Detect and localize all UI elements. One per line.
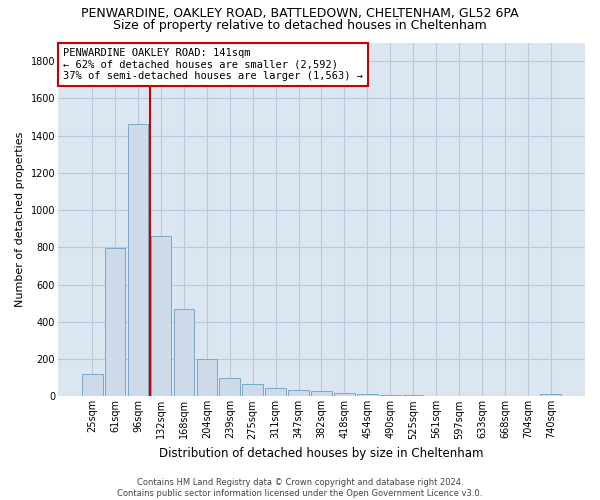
- Bar: [357, 394, 377, 396]
- Bar: [151, 236, 172, 396]
- Bar: [105, 248, 125, 396]
- Bar: [197, 359, 217, 397]
- Bar: [173, 309, 194, 396]
- Bar: [541, 394, 561, 396]
- X-axis label: Distribution of detached houses by size in Cheltenham: Distribution of detached houses by size …: [159, 447, 484, 460]
- Bar: [82, 374, 103, 396]
- Bar: [380, 395, 401, 396]
- Text: PENWARDINE, OAKLEY ROAD, BATTLEDOWN, CHELTENHAM, GL52 6PA: PENWARDINE, OAKLEY ROAD, BATTLEDOWN, CHE…: [81, 8, 519, 20]
- Text: Contains HM Land Registry data © Crown copyright and database right 2024.
Contai: Contains HM Land Registry data © Crown c…: [118, 478, 482, 498]
- Bar: [242, 384, 263, 396]
- Text: PENWARDINE OAKLEY ROAD: 141sqm
← 62% of detached houses are smaller (2,592)
37% : PENWARDINE OAKLEY ROAD: 141sqm ← 62% of …: [63, 48, 363, 81]
- Bar: [334, 392, 355, 396]
- Bar: [265, 388, 286, 396]
- Bar: [311, 391, 332, 396]
- Bar: [128, 124, 148, 396]
- Bar: [220, 378, 240, 396]
- Text: Size of property relative to detached houses in Cheltenham: Size of property relative to detached ho…: [113, 18, 487, 32]
- Y-axis label: Number of detached properties: Number of detached properties: [15, 132, 25, 307]
- Bar: [288, 390, 309, 396]
